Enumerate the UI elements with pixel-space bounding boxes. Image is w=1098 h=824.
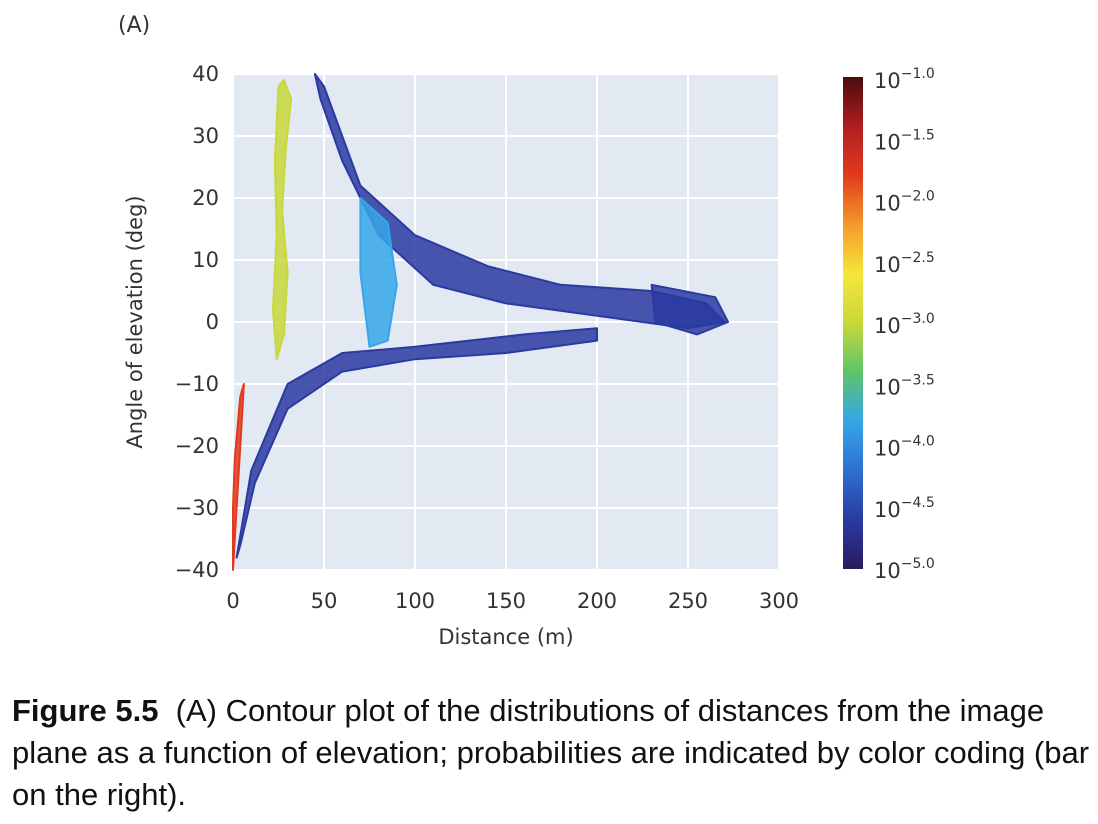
x-tick-label: 50	[311, 589, 338, 613]
x-tick-labels: 0 50 100 150 200 250 300	[226, 589, 799, 613]
x-tick-label: 250	[668, 589, 708, 613]
x-tick-label: 150	[486, 589, 526, 613]
density-region-3	[235, 327, 598, 559]
contour-figure: (A) 0 50 100 150 200 250 300 403020100−10−20−3…	[118, 13, 935, 649]
y-tick-label: 0	[206, 310, 219, 334]
colorbar-gradient	[843, 77, 863, 569]
y-tick-label: −40	[175, 558, 219, 582]
colorbar-label: 10−4.0	[874, 434, 935, 461]
colorbar-label: 10−1.5	[874, 127, 935, 154]
y-tick-label: 40	[192, 62, 219, 86]
figure-caption: Figure 5.5 (A) Contour plot of the distr…	[12, 690, 1092, 816]
y-tick-label: −30	[175, 496, 219, 520]
caption-text: (A) Contour plot of the distributions of…	[12, 693, 1090, 812]
colorbar-label: 10−4.5	[874, 495, 935, 522]
y-tick-label: 30	[192, 124, 219, 148]
density-region-4	[359, 197, 398, 348]
figure-number: Figure 5.5	[12, 693, 159, 728]
y-tick-label: −10	[175, 372, 219, 396]
colorbar-label: 10−3.0	[874, 311, 935, 338]
density-region-1	[232, 383, 245, 571]
x-tick-label: 200	[577, 589, 617, 613]
y-axis-title: Angle of elevation (deg)	[123, 195, 147, 448]
y-tick-labels: 40 30 20 10 0 −10 −20 −30 −40	[175, 62, 219, 582]
colorbar: 10−1.0 10−1.5 10−2.0 10−2.5 10−3.0 10−3.5 10−4…	[843, 66, 935, 583]
colorbar-label: 10−2.0	[874, 189, 935, 216]
density-region-5	[650, 283, 729, 336]
y-tick-label: 10	[192, 248, 219, 272]
colorbar-labels: 10−1.0 10−1.5 10−2.0 10−2.5 10−3.0 10−3.5 10−4…	[874, 66, 935, 583]
y-tick-label: 20	[192, 186, 219, 210]
x-axis-title: Distance (m)	[438, 625, 573, 649]
x-tick-label: 300	[759, 589, 799, 613]
panel-label: (A)	[118, 13, 150, 38]
density-regions	[232, 73, 729, 571]
colorbar-label: 10−5.0	[874, 556, 935, 583]
gridlines	[232, 73, 780, 571]
x-tick-label: 100	[395, 589, 435, 613]
density-region-0	[272, 79, 293, 361]
colorbar-label: 10−3.5	[874, 372, 935, 399]
x-tick-label: 0	[226, 589, 239, 613]
colorbar-label: 10−1.0	[874, 66, 935, 93]
y-tick-label: −20	[175, 434, 219, 458]
colorbar-label: 10−2.5	[874, 250, 935, 277]
